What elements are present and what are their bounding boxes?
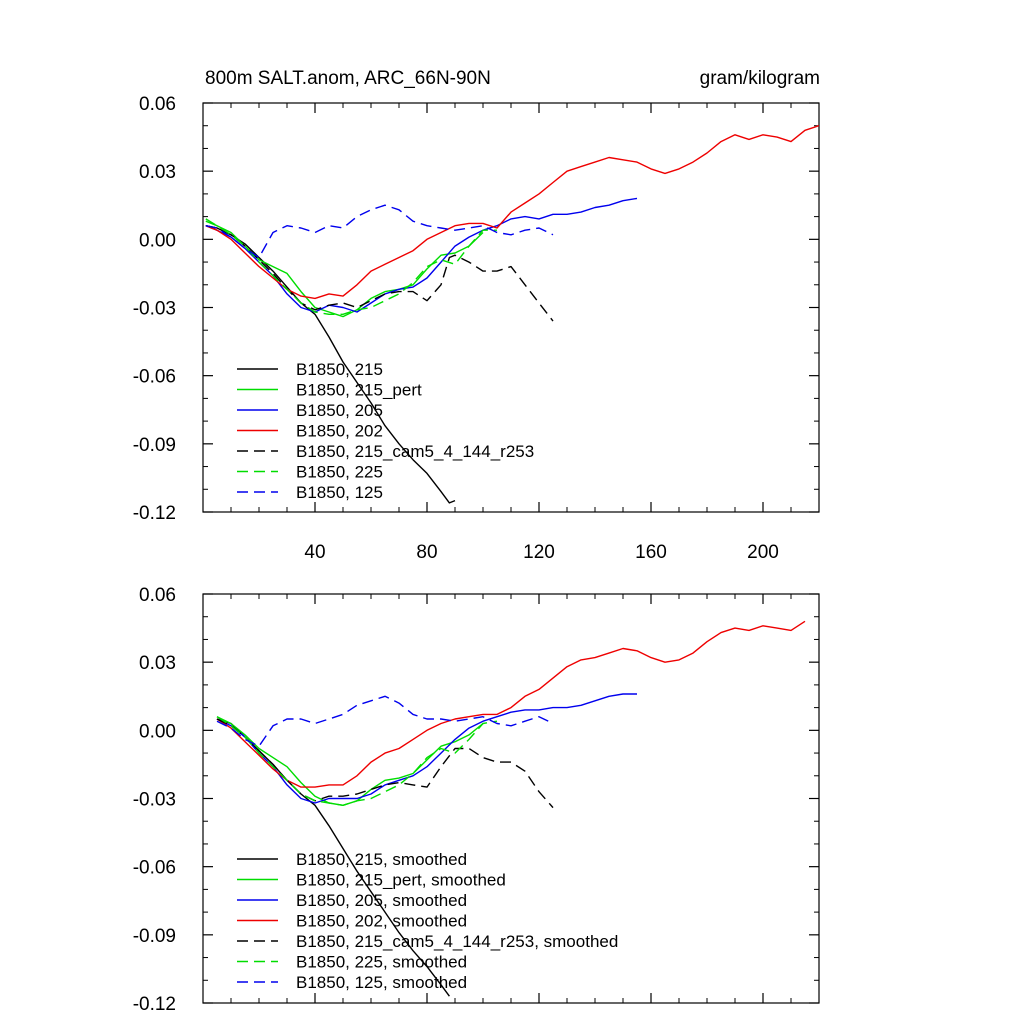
series-group: [205, 125, 819, 504]
legend-label: B1850, 215, smoothed: [296, 850, 467, 869]
legend-label: B1850, 215_cam5_4_144_r253, smoothed: [296, 932, 618, 951]
legend-label: B1850, 225, smoothed: [296, 953, 467, 972]
legend-label: B1850, 205, smoothed: [296, 891, 467, 910]
x-tick-label: 80: [416, 542, 437, 563]
y-tick-label: -0.03: [133, 299, 176, 320]
chart-title-right: gram/kilogram: [700, 68, 820, 89]
series-line-2: [216, 693, 637, 804]
legend-label: B1850, 225: [296, 463, 383, 482]
series-line-6: [205, 204, 554, 259]
series-line-0: [205, 225, 456, 504]
series-line-3: [205, 125, 819, 300]
x-tick-label: 160: [635, 542, 667, 563]
legend-label: B1850, 202, smoothed: [296, 912, 467, 931]
chart-panel-bottom: 0.06 0.03 0.00 -0.03 -0.06 -0.09 -0.12 B1850, 2…: [133, 585, 820, 1015]
y-tick-label: -0.12: [133, 994, 176, 1015]
series-group: [216, 620, 806, 997]
legend-label: B1850, 125, smoothed: [296, 973, 467, 992]
y-tick-label: 0.06: [139, 585, 176, 606]
y-tick-label: 0.06: [139, 94, 176, 115]
y-tick-label: 0.03: [139, 653, 176, 674]
chart-panel-top: 40 80 120 160 200 0.06 0.03 0.00 -0.03 -0.06 -0.09…: [133, 68, 820, 563]
y-tick-label: 0.03: [139, 162, 176, 183]
y-tick-label: -0.03: [133, 790, 176, 811]
legend: B1850, 215, smoothed B1850, 215_pert, smo…: [237, 850, 618, 992]
x-tick-label: 120: [523, 542, 555, 563]
legend-label: B1850, 215_cam5_4_144_r253: [296, 442, 534, 461]
series-line-1: [205, 220, 484, 318]
series-line-1: [216, 716, 484, 806]
y-tick-label: 0.00: [139, 230, 176, 251]
series-line-6: [216, 695, 554, 747]
y-tick-label: -0.09: [133, 435, 176, 456]
legend-label: B1850, 215_pert, smoothed: [296, 871, 506, 890]
x-tick-label: 40: [304, 542, 325, 563]
series-line-0: [216, 718, 450, 997]
y-tick-label: -0.12: [133, 503, 176, 524]
chart-title-left: 800m SALT.anom, ARC_66N-90N: [205, 68, 491, 89]
series-line-3: [216, 620, 806, 788]
legend-label: B1850, 215_pert: [296, 381, 422, 400]
y-tick-label: -0.09: [133, 926, 176, 947]
y-tick-label: -0.06: [133, 858, 176, 879]
legend-label: B1850, 125: [296, 483, 383, 502]
series-line-2: [205, 197, 638, 313]
x-tick-label: 200: [747, 542, 779, 563]
series-line-5: [205, 218, 497, 315]
y-tick-label: -0.06: [133, 367, 176, 388]
legend-label: B1850, 205: [296, 401, 383, 420]
legend-label: B1850, 202: [296, 422, 383, 441]
y-tick-label: 0.00: [139, 721, 176, 742]
series-line-4: [205, 225, 554, 322]
legend-label: B1850, 215: [296, 360, 383, 379]
series-line-5: [216, 716, 498, 806]
series-line-4: [216, 718, 554, 809]
